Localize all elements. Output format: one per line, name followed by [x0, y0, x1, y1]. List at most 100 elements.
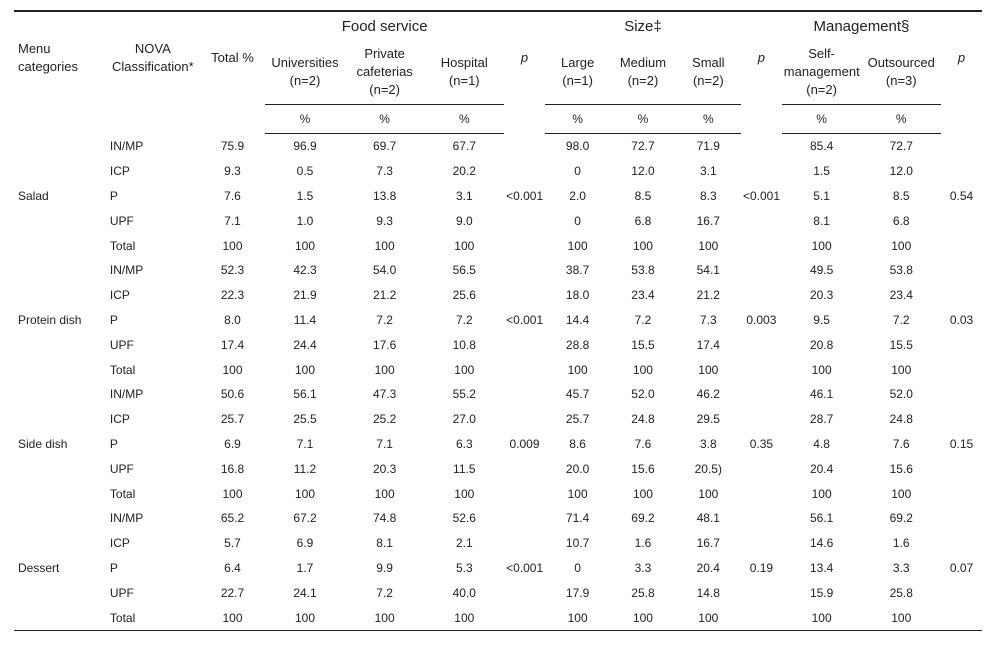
- total-pct: 100: [200, 358, 265, 383]
- hospital-pct: 100: [424, 234, 504, 259]
- small-pct: 16.7: [676, 531, 741, 556]
- pct-label: %: [782, 104, 862, 134]
- total-pct: 22.7: [200, 581, 265, 606]
- hospital-pct: 55.2: [424, 382, 504, 407]
- outsourced-pct: 1.6: [861, 531, 941, 556]
- nova-class: ICP: [106, 283, 200, 308]
- private-pct: 7.3: [345, 159, 425, 184]
- small-pct: 21.2: [676, 283, 741, 308]
- menu-category: Salad: [14, 134, 106, 258]
- table-row: P7.61.513.83.12.08.58.35.18.5: [14, 184, 982, 209]
- outsourced-pct: 8.5: [861, 184, 941, 209]
- hospital-pct: 25.6: [424, 283, 504, 308]
- universities-pct: 1.7: [265, 556, 345, 581]
- large-pct: 100: [545, 234, 610, 259]
- self-mgmt-pct: 9.5: [782, 308, 862, 333]
- p-food: <0.001: [504, 258, 545, 382]
- private-pct: 47.3: [345, 382, 425, 407]
- p-food: 0.009: [504, 382, 545, 506]
- hospital-pct: 7.2: [424, 308, 504, 333]
- large-pct: 38.7: [545, 258, 610, 283]
- outsourced-pct: 12.0: [861, 159, 941, 184]
- total-pct: 100: [200, 482, 265, 507]
- nova-class: UPF: [106, 333, 200, 358]
- col-p-size: p: [741, 11, 782, 104]
- col-self-mgmt: Self-management (n=2): [782, 41, 862, 104]
- table-row: P6.97.17.16.38.67.63.84.87.6: [14, 432, 982, 457]
- outsourced-pct: 15.6: [861, 457, 941, 482]
- outsourced-pct: 7.2: [861, 308, 941, 333]
- nova-class: ICP: [106, 407, 200, 432]
- hospital-pct: 11.5: [424, 457, 504, 482]
- table-row: Total100100100100100100100100100: [14, 606, 982, 631]
- universities-pct: 100: [265, 358, 345, 383]
- total-pct: 50.6: [200, 382, 265, 407]
- col-medium: Medium (n=2): [610, 41, 675, 104]
- table-row: SaladIN/MP75.996.969.767.7<0.00198.072.7…: [14, 134, 982, 159]
- small-pct: 46.2: [676, 382, 741, 407]
- private-pct: 8.1: [345, 531, 425, 556]
- table-row: Side dishIN/MP50.656.147.355.20.00945.75…: [14, 382, 982, 407]
- total-pct: 7.6: [200, 184, 265, 209]
- medium-pct: 52.0: [610, 382, 675, 407]
- total-pct: 22.3: [200, 283, 265, 308]
- self-mgmt-pct: 14.6: [782, 531, 862, 556]
- outsourced-pct: 100: [861, 234, 941, 259]
- private-pct: 100: [345, 234, 425, 259]
- nova-class: P: [106, 308, 200, 333]
- large-pct: 8.6: [545, 432, 610, 457]
- self-mgmt-pct: 13.4: [782, 556, 862, 581]
- medium-pct: 12.0: [610, 159, 675, 184]
- table-row: P6.41.79.95.303.320.413.43.3: [14, 556, 982, 581]
- private-pct: 7.2: [345, 581, 425, 606]
- p-food: <0.001: [504, 134, 545, 258]
- self-mgmt-pct: 100: [782, 482, 862, 507]
- self-mgmt-pct: 15.9: [782, 581, 862, 606]
- hospital-pct: 2.1: [424, 531, 504, 556]
- group-management: Management§: [782, 11, 941, 41]
- private-pct: 100: [345, 358, 425, 383]
- nova-class: Total: [106, 234, 200, 259]
- nova-class: UPF: [106, 581, 200, 606]
- medium-pct: 8.5: [610, 184, 675, 209]
- p-size: <0.001: [741, 134, 782, 258]
- hospital-pct: 6.3: [424, 432, 504, 457]
- self-mgmt-pct: 46.1: [782, 382, 862, 407]
- outsourced-pct: 7.6: [861, 432, 941, 457]
- self-mgmt-pct: 20.8: [782, 333, 862, 358]
- self-mgmt-pct: 100: [782, 234, 862, 259]
- outsourced-pct: 25.8: [861, 581, 941, 606]
- col-total: Total %: [200, 11, 265, 104]
- medium-pct: 23.4: [610, 283, 675, 308]
- outsourced-pct: 69.2: [861, 506, 941, 531]
- private-pct: 13.8: [345, 184, 425, 209]
- universities-pct: 6.9: [265, 531, 345, 556]
- hospital-pct: 52.6: [424, 506, 504, 531]
- table-body: SaladIN/MP75.996.969.767.7<0.00198.072.7…: [14, 134, 982, 631]
- small-pct: 20.5): [676, 457, 741, 482]
- small-pct: 3.8: [676, 432, 741, 457]
- outsourced-pct: 15.5: [861, 333, 941, 358]
- total-pct: 100: [200, 606, 265, 631]
- medium-pct: 100: [610, 482, 675, 507]
- universities-pct: 56.1: [265, 382, 345, 407]
- universities-pct: 11.2: [265, 457, 345, 482]
- outsourced-pct: 3.3: [861, 556, 941, 581]
- medium-pct: 24.8: [610, 407, 675, 432]
- universities-pct: 24.1: [265, 581, 345, 606]
- table-row: UPF7.11.09.39.006.816.78.16.8: [14, 209, 982, 234]
- universities-pct: 42.3: [265, 258, 345, 283]
- group-food-service: Food service: [265, 11, 504, 41]
- nova-class: P: [106, 556, 200, 581]
- nova-class: ICP: [106, 531, 200, 556]
- small-pct: 16.7: [676, 209, 741, 234]
- private-pct: 20.3: [345, 457, 425, 482]
- col-p-mgmt: p: [941, 11, 982, 104]
- col-hospital: Hospital (n=1): [424, 41, 504, 104]
- menu-category: Protein dish: [14, 258, 106, 382]
- col-universities: Universities (n=2): [265, 41, 345, 104]
- outsourced-pct: 100: [861, 358, 941, 383]
- total-pct: 25.7: [200, 407, 265, 432]
- universities-pct: 100: [265, 482, 345, 507]
- self-mgmt-pct: 20.4: [782, 457, 862, 482]
